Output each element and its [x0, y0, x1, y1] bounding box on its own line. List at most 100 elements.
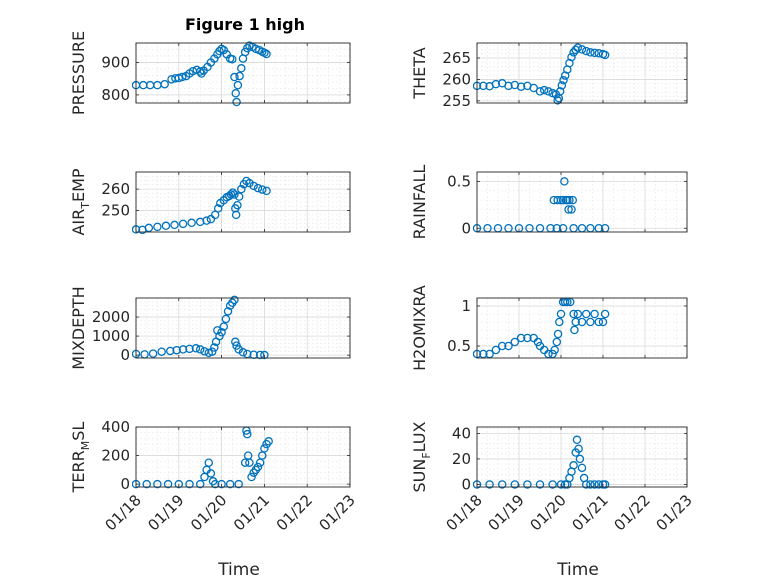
data-point	[221, 314, 231, 324]
data-point	[590, 309, 599, 319]
data-point	[219, 322, 228, 331]
data-point	[234, 192, 244, 201]
data-point	[160, 79, 169, 89]
data-point	[260, 350, 269, 360]
data-points	[132, 176, 271, 235]
data-point	[223, 307, 233, 316]
data-point	[230, 190, 239, 199]
data-point	[228, 188, 237, 197]
y-tick-label: 800	[101, 86, 130, 104]
data-points	[473, 177, 610, 233]
data-point	[215, 46, 224, 56]
data-point	[573, 43, 583, 52]
data-point	[516, 82, 526, 91]
y-tick-label: 0	[120, 475, 130, 493]
data-point	[598, 317, 608, 327]
data-point	[204, 458, 214, 467]
data-point	[535, 480, 545, 489]
data-point	[206, 214, 216, 224]
data-point	[161, 221, 171, 231]
data-point	[177, 72, 187, 82]
data-point	[600, 50, 610, 60]
axes-box	[135, 297, 351, 359]
data-point	[504, 81, 513, 91]
data-point	[575, 454, 585, 464]
y-tick-label: 255	[442, 92, 471, 110]
data-point	[245, 178, 254, 188]
data-point	[560, 177, 569, 186]
data-point	[529, 83, 538, 93]
data-point	[260, 444, 269, 453]
y-tick-label: 1	[461, 297, 471, 315]
axes-box	[476, 42, 688, 104]
y-tick-label: 260	[442, 70, 471, 88]
data-point	[262, 49, 271, 59]
y-axis-label: THETA	[410, 47, 429, 99]
data-point	[577, 463, 587, 473]
data-points	[132, 426, 273, 489]
data-point	[544, 87, 553, 96]
data-point	[264, 437, 273, 446]
y-tick-label: 260	[101, 180, 130, 198]
y-axis-label: RAINFALL	[410, 165, 429, 240]
data-point	[225, 479, 235, 489]
data-point	[556, 480, 566, 489]
data-point	[497, 341, 507, 351]
data-point	[539, 85, 549, 95]
data-point	[567, 205, 576, 214]
subplot-1: 800 900 PRESSURE Figure 1 high	[69, 15, 351, 115]
data-point	[479, 81, 488, 91]
data-point	[226, 190, 236, 199]
data-point	[572, 435, 582, 445]
data-point	[153, 222, 162, 232]
data-point	[586, 317, 595, 327]
data-point	[191, 344, 201, 353]
data-point	[234, 345, 243, 354]
data-point	[249, 181, 258, 191]
data-point	[523, 480, 532, 489]
data-point	[231, 337, 240, 347]
x-axis-label: Time	[556, 560, 599, 580]
data-point	[553, 329, 563, 339]
data-point	[558, 195, 568, 205]
data-point	[491, 79, 501, 89]
data-point	[240, 458, 250, 467]
data-point	[570, 325, 579, 335]
data-point	[590, 48, 599, 58]
data-point	[245, 458, 254, 467]
data-point	[253, 183, 263, 193]
data-point	[567, 52, 576, 62]
data-point	[195, 479, 205, 489]
y-tick-label: 0	[120, 346, 130, 364]
data-point	[228, 54, 237, 64]
data-point	[232, 97, 241, 107]
subplot-2: 255 260 265 THETA	[410, 42, 688, 110]
data-point	[504, 341, 513, 351]
data-point	[569, 309, 578, 319]
data-point	[238, 348, 248, 357]
y-axis-label: PRESSURE	[69, 31, 88, 115]
data-point	[565, 195, 574, 205]
data-point	[185, 344, 194, 354]
data-point	[581, 480, 591, 489]
data-point	[600, 480, 610, 489]
y-tick-label: 0	[461, 475, 471, 493]
data-point	[586, 480, 595, 489]
y-tick-label: 250	[101, 202, 130, 220]
y-tick-label: 400	[101, 418, 130, 436]
data-point	[172, 345, 181, 355]
subplot-6: 0.5 1 H2OMIXRA	[410, 285, 688, 371]
data-point	[165, 346, 175, 356]
data-point	[217, 479, 226, 489]
axes-box	[135, 42, 351, 104]
axes-box	[476, 297, 688, 359]
y-axis-label: H2OMIXRA	[410, 285, 429, 371]
data-point	[233, 80, 243, 90]
data-point	[533, 337, 543, 347]
data-point	[217, 328, 226, 337]
data-point	[170, 220, 179, 230]
data-point	[557, 81, 567, 90]
axes-box	[476, 426, 688, 488]
